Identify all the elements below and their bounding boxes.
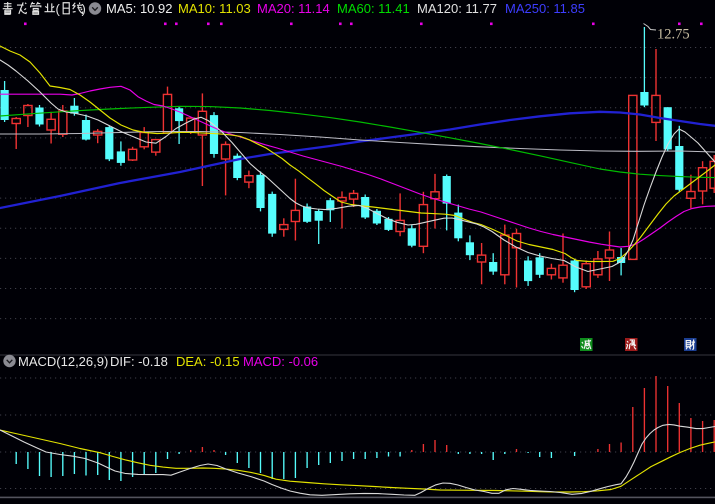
svg-text:MA120: 11.77: MA120: 11.77: [417, 1, 497, 16]
svg-text:(: (: [56, 1, 61, 16]
svg-text:DEA: -0.15: DEA: -0.15: [176, 354, 240, 369]
svg-text:MA250: 11.85: MA250: 11.85: [505, 1, 585, 16]
svg-text:DIF: -0.18: DIF: -0.18: [110, 354, 168, 369]
svg-text:MA5: 10.92: MA5: 10.92: [106, 1, 173, 16]
svg-text:MACD: -0.06: MACD: -0.06: [243, 354, 318, 369]
svg-text:MA10: 11.03: MA10: 11.03: [178, 1, 251, 16]
svg-text:MA20: 11.14: MA20: 11.14: [257, 1, 330, 16]
svg-text:MA60: 11.41: MA60: 11.41: [337, 1, 410, 16]
svg-text:MACD(12,26,9): MACD(12,26,9): [18, 354, 108, 369]
svg-text:): ): [82, 1, 86, 16]
svg-text:12.75: 12.75: [657, 27, 690, 43]
